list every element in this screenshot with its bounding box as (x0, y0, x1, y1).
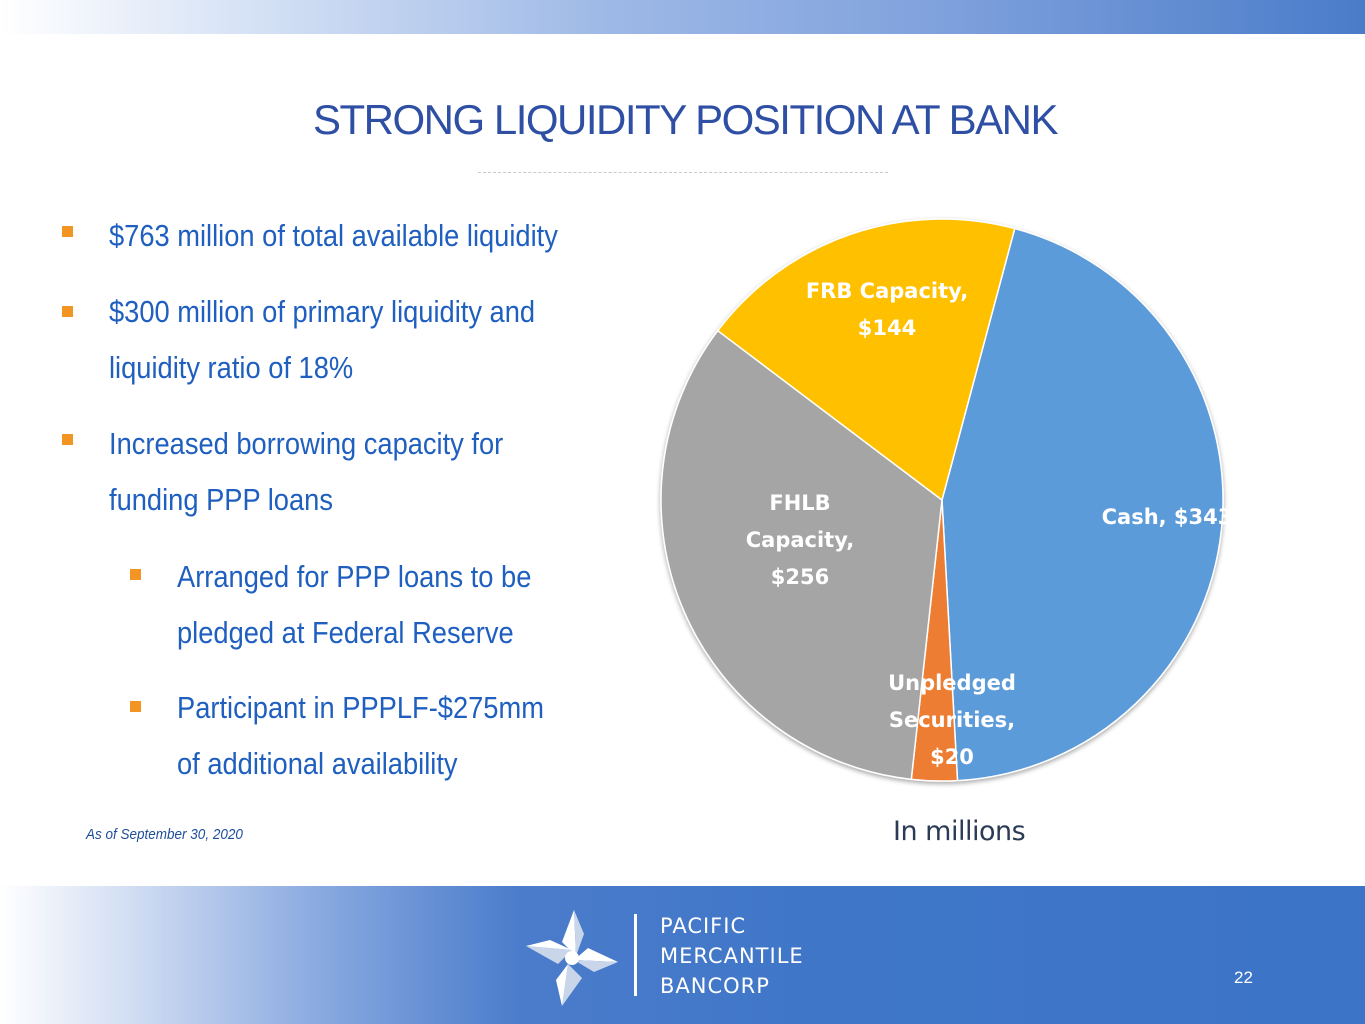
bullet-line: funding PPP loans (109, 482, 333, 517)
pie-label-line: $144 (858, 316, 916, 340)
pie-label-line: FHLB (769, 491, 830, 515)
pie-slice-cash (941, 227, 1224, 782)
top-decorative-band (0, 0, 1365, 34)
bullet-marker (62, 434, 73, 445)
bullet-marker (62, 226, 73, 237)
bullet-line: Increased borrowing capacity for (109, 426, 504, 461)
logo-text-mercantile: MERCANTILE (660, 944, 804, 968)
pie-label-line: $20 (930, 745, 974, 769)
as-of-date-footnote: As of September 30, 2020 (86, 826, 243, 843)
bullet-line: of additional availability (177, 746, 458, 781)
pie-label-cash: Cash, $343 (1102, 505, 1233, 529)
pie-label-unpledged-securities: Unpledged Securities, $20 (888, 671, 1016, 769)
pie-slices (660, 218, 1224, 782)
bullet-line: $300 million of primary liquidity and (109, 294, 536, 329)
sub-bullet-pledged-frb: Arranged for PPP loans to be pledged at … (177, 549, 531, 661)
pie-label-fhlb-capacity: FHLB Capacity, $256 (746, 491, 855, 589)
bullet-line: Arranged for PPP loans to be (177, 559, 532, 594)
logo-text-pacific: PACIFIC (660, 914, 747, 938)
unit-note: In millions (893, 816, 1026, 847)
pie-label-frb-capacity: FRB Capacity, $144 (806, 279, 968, 340)
sub-bullet-marker (130, 569, 141, 580)
logo-text-bancorp: BANCORP (660, 974, 770, 998)
pie-label-line: $256 (771, 565, 829, 589)
bullet-primary-liquidity: $300 million of primary liquidity and li… (109, 284, 535, 396)
bullet-line: $763 million of total available liquidit… (109, 218, 558, 253)
pie-slice-frb-capacity (716, 218, 1016, 502)
bullet-line: Participant in PPPLF-$275mm (177, 690, 544, 725)
pie-label-line: Capacity, (746, 528, 855, 552)
pie-labels: Cash, $343 Unpledged Securities, $20 FHLB Cap… (746, 279, 1233, 769)
pie-label-line: Cash, $343 (1102, 505, 1233, 529)
bottom-decorative-band (0, 886, 1365, 1024)
pie-label-line: Unpledged (888, 671, 1016, 695)
pie-label-line: Securities, (889, 708, 1015, 732)
title-underline (478, 172, 888, 173)
pacific-mercantile-logo-icon (526, 910, 618, 1006)
sub-bullet-marker (130, 701, 141, 712)
pie-slice-fhlb-capacity (660, 329, 943, 781)
page-number: 22 (1234, 968, 1253, 987)
sub-bullet-ppplf: Participant in PPPLF-$275mm of additiona… (177, 680, 544, 792)
logo-divider (634, 914, 637, 996)
slide-title: STRONG LIQUIDITY POSITION AT BANK (313, 96, 1059, 143)
bullet-line: liquidity ratio of 18% (109, 350, 354, 385)
bullet-marker (62, 306, 73, 317)
bullet-line: pledged at Federal Reserve (177, 615, 514, 650)
liquidity-pie-chart: Cash, $343 Unpledged Securities, $20 FHLB Cap… (660, 218, 1233, 782)
bullet-borrowing-capacity: Increased borrowing capacity for funding… (109, 416, 503, 528)
bullet-total-liquidity: $763 million of total available liquidit… (109, 208, 558, 264)
pie-label-line: FRB Capacity, (806, 279, 968, 303)
